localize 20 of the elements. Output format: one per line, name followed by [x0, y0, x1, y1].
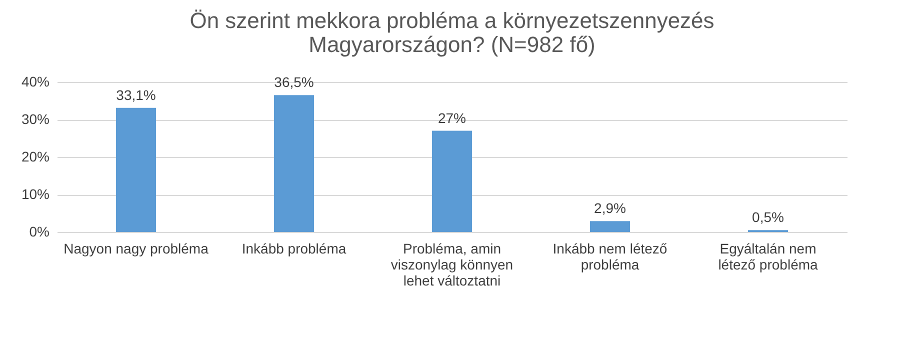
data-label: 36,5%	[274, 74, 314, 90]
x-tick-label: Inkább nem létező probléma	[552, 240, 668, 272]
x-tick-label: Probléma, amin viszonylag könnyen lehet változtatni	[390, 240, 514, 288]
data-label: 0,5%	[752, 209, 784, 226]
bar	[590, 221, 630, 232]
data-label: 27%	[438, 110, 466, 126]
y-tick-label: 20%	[21, 148, 50, 164]
x-tick-label: Inkább probléma	[242, 240, 346, 256]
x-tick-label: Egyáltalán nem létező probléma	[718, 240, 818, 272]
y-tick-label: 10%	[21, 186, 50, 202]
data-label: 2,9%	[594, 200, 626, 216]
data-label: 33,1%	[116, 86, 156, 103]
y-tick-label: 40%	[21, 74, 50, 90]
y-tick-label: 0%	[29, 224, 50, 240]
chart-title: Ön szerint mekkora probléma a környezetszennyezés Magyarországon? (N=982 fő)	[190, 8, 714, 57]
bar	[432, 130, 472, 232]
x-tick-label: Nagyon nagy probléma	[64, 240, 209, 256]
y-tick-label: 30%	[21, 111, 50, 127]
bar	[116, 108, 156, 232]
bar	[274, 95, 314, 232]
